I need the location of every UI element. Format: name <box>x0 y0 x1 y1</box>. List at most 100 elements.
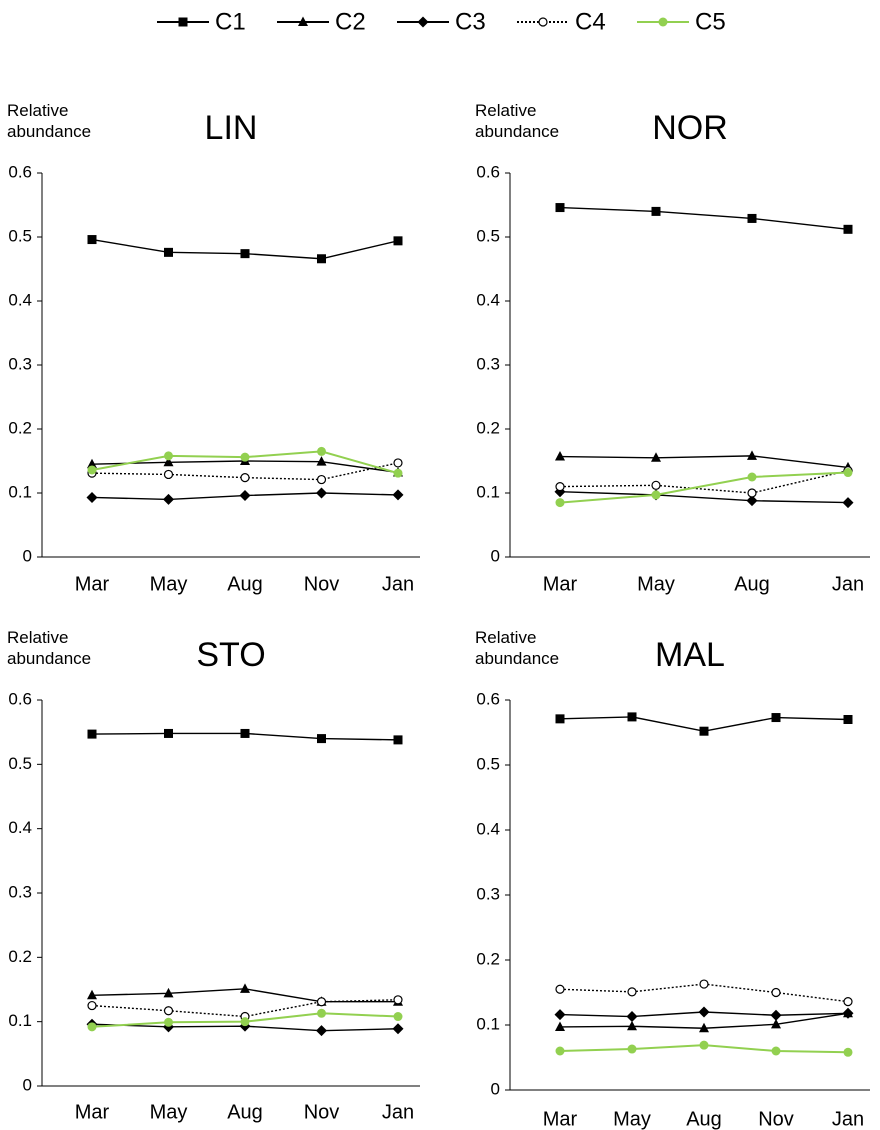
x-tick-label: Mar <box>75 573 110 595</box>
data-point <box>699 726 709 736</box>
series-line <box>559 471 849 504</box>
y-label: Relative abundance <box>7 101 91 141</box>
data-point <box>393 1012 403 1022</box>
x-tick-label: Jan <box>832 573 864 595</box>
y-tick-label: 0.5 <box>476 754 500 773</box>
data-point <box>164 451 173 461</box>
data-point <box>87 989 97 1000</box>
x-tick-label: Aug <box>227 1101 263 1123</box>
data-point <box>393 735 403 745</box>
data-point <box>240 249 250 259</box>
y-tick-label: 0.5 <box>476 226 500 245</box>
x-tick-label: May <box>150 1101 188 1123</box>
legend-marker <box>178 17 188 27</box>
y-tick-label: 0.4 <box>8 290 32 309</box>
data-point <box>392 1023 404 1035</box>
data-point <box>316 997 327 1007</box>
data-point <box>555 498 565 508</box>
x-tick-label: Aug <box>227 573 263 595</box>
data-point <box>843 468 853 478</box>
y-tick-label: 0.2 <box>8 418 32 437</box>
y-tick-label: 0.3 <box>476 354 500 373</box>
data-point <box>164 1017 173 1027</box>
x-tick-label: Mar <box>543 1108 578 1130</box>
data-point <box>842 497 854 509</box>
x-tick-label: Nov <box>758 1108 794 1130</box>
y-tick-label: 0.2 <box>8 947 32 966</box>
x-tick-label: Nov <box>304 573 340 595</box>
x-tick-label: Mar <box>543 573 578 595</box>
legend-label: C1 <box>215 8 246 35</box>
data-point <box>555 984 565 994</box>
y-tick-label: 0.6 <box>476 689 500 708</box>
legend-marker <box>298 16 308 26</box>
data-point <box>651 490 661 500</box>
data-point <box>843 996 853 1007</box>
data-point <box>87 235 97 245</box>
data-point <box>747 213 757 223</box>
y-tick-label: 0 <box>23 546 32 565</box>
y-tick-label: 0.4 <box>8 818 32 837</box>
data-point <box>555 203 565 213</box>
data-point <box>627 987 637 997</box>
y-label: Relative abundance <box>7 628 92 668</box>
data-point <box>555 1046 565 1056</box>
data-point <box>771 1046 781 1056</box>
data-point <box>651 480 661 490</box>
y-tick-label: 0.1 <box>476 482 500 501</box>
data-point <box>771 1018 781 1029</box>
series-line <box>559 469 849 494</box>
y-label-text: Relative abundance <box>7 628 92 668</box>
legend-marker <box>417 16 429 28</box>
chart-title: LIN <box>205 109 258 147</box>
data-point <box>87 1022 97 1032</box>
y-tick-label: 0.6 <box>476 162 500 181</box>
data-point <box>393 468 403 478</box>
data-point <box>393 236 403 246</box>
y-tick-label: 0 <box>491 546 500 565</box>
y-tick-label: 0.1 <box>8 482 32 501</box>
data-point <box>698 1006 710 1018</box>
data-point <box>163 987 174 998</box>
legend-label: C3 <box>455 8 486 35</box>
data-point <box>627 1044 637 1054</box>
data-point <box>163 493 174 505</box>
data-point <box>240 1017 250 1027</box>
data-point <box>554 1009 566 1021</box>
data-point <box>239 490 251 502</box>
y-tick-label: 0.6 <box>8 162 32 181</box>
y-label: Relative abundance <box>475 628 560 668</box>
data-point <box>163 469 174 480</box>
legend-label: C4 <box>575 8 606 35</box>
y-tick-label: 0.4 <box>476 290 500 309</box>
data-point <box>87 1000 97 1011</box>
data-point <box>651 452 661 462</box>
chart-title: MAL <box>655 636 725 674</box>
data-point <box>317 446 326 456</box>
series-line <box>559 206 849 231</box>
data-point <box>164 247 173 257</box>
y-tick-label: 0 <box>491 1079 500 1098</box>
data-point <box>555 714 565 724</box>
y-label-text: Relative abundance <box>475 628 560 668</box>
y-tick-label: 0.3 <box>8 882 32 901</box>
x-tick-label: May <box>150 573 188 595</box>
y-tick-label: 0.3 <box>476 884 500 903</box>
chart-title: STO <box>196 636 265 674</box>
data-point <box>843 224 853 234</box>
x-tick-label: May <box>613 1108 651 1130</box>
data-point <box>316 474 327 485</box>
y-tick-label: 0.1 <box>8 1011 32 1030</box>
data-point <box>87 458 97 469</box>
y-tick-label: 0.5 <box>8 226 32 245</box>
legend-label: C2 <box>335 8 366 35</box>
series-line <box>559 455 849 469</box>
data-point <box>627 1020 637 1031</box>
data-point <box>746 495 758 507</box>
data-point <box>747 472 757 482</box>
y-tick-label: 0.6 <box>8 689 32 708</box>
legend-label: C5 <box>695 8 726 35</box>
series-line <box>559 491 849 504</box>
data-point <box>317 254 326 264</box>
